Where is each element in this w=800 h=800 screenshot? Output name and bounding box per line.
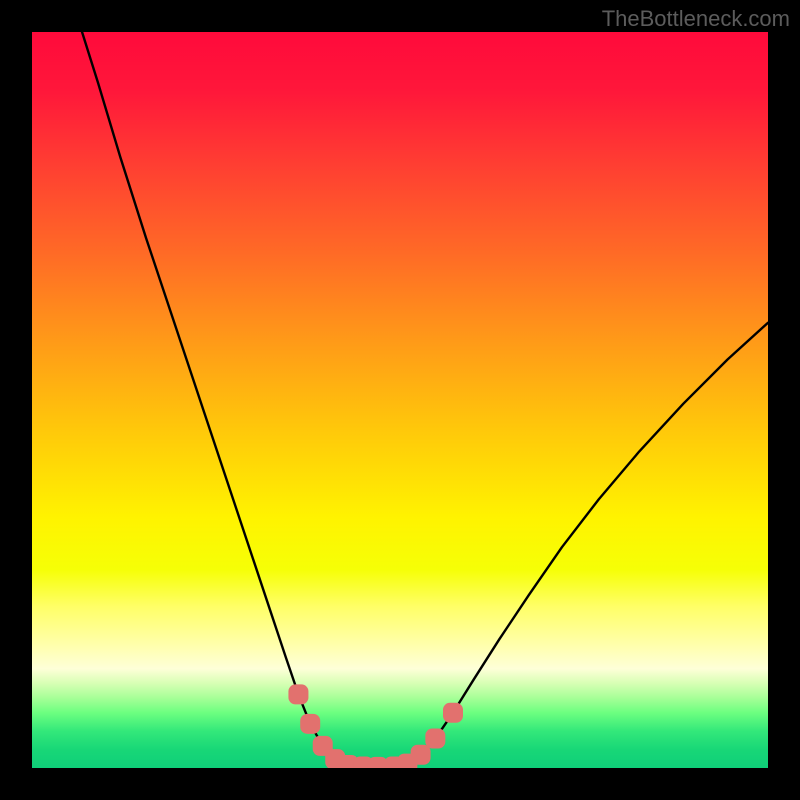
valley-markers xyxy=(32,32,768,768)
watermark-text: TheBottleneck.com xyxy=(602,6,790,32)
valley-marker xyxy=(443,703,463,723)
plot-area xyxy=(32,32,768,768)
valley-marker xyxy=(300,714,320,734)
valley-marker xyxy=(288,684,308,704)
valley-marker xyxy=(425,729,445,749)
chart-stage: TheBottleneck.com xyxy=(0,0,800,800)
valley-marker xyxy=(411,745,431,765)
